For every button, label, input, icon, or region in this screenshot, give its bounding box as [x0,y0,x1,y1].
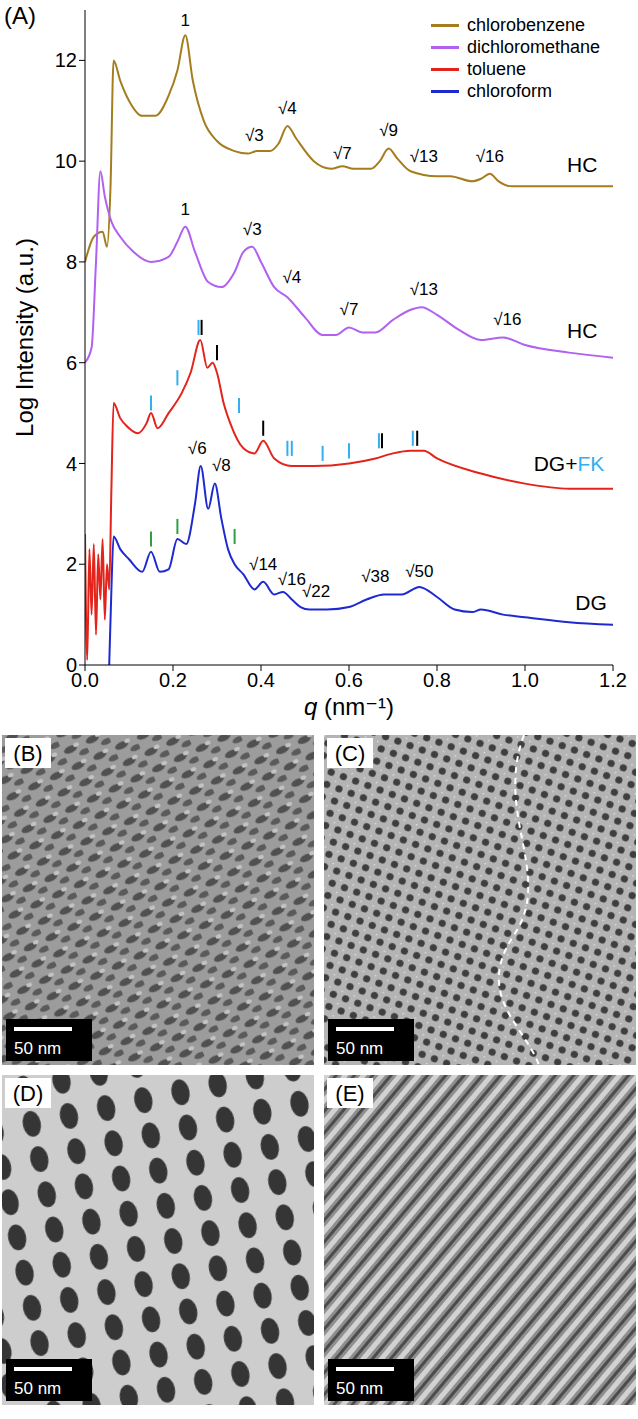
svg-text:√7: √7 [333,144,352,163]
html-text:chloroform: chloroform [466,80,552,101]
svg-text:√38: √38 [361,567,389,586]
svg-text:√50: √50 [405,562,433,581]
svg-text:8: 8 [66,251,77,273]
svg-text:4: 4 [66,453,77,475]
svg-text:DG+FK: DG+FK [534,452,605,475]
svg-text:10: 10 [55,150,77,172]
svg-text:1: 1 [181,11,190,30]
svg-text:√13: √13 [410,147,438,166]
svg-text:50 nm: 50 nm [14,1379,61,1398]
svg-text:1: 1 [181,200,190,219]
svg-text:1.2: 1.2 [599,669,627,691]
svg-text:√6: √6 [188,439,207,458]
svg-text:(C): (C) [335,741,366,766]
svg-text:√16: √16 [277,569,306,589]
svg-text:√4: √4 [278,99,297,118]
svg-text:0.0: 0.0 [71,669,99,692]
svg-text:50 nm: 50 nm [14,1039,61,1058]
html-text:chlorobenzene: chlorobenzene [466,14,585,35]
svg-text:√4: √4 [282,268,301,287]
svg-text:√7: √7 [340,300,359,319]
svg-text:√16: √16 [476,147,504,166]
svg-text:Log Intensity (a.u.): Log Intensity (a.u.) [11,238,38,437]
svg-text:√3: √3 [243,220,262,239]
svg-text:1.0: 1.0 [511,669,539,691]
svg-text:(B): (B) [13,741,42,766]
svg-text:√22: √22 [302,582,330,601]
svg-text:(E): (E) [335,1081,364,1106]
svg-text:√9: √9 [379,121,398,140]
svg-text:0: 0 [66,654,77,676]
svg-text:6: 6 [66,352,77,374]
svg-text:2: 2 [66,553,77,575]
svg-text:50 nm: 50 nm [336,1039,383,1058]
svg-text:HC: HC [567,152,597,175]
svg-text:q (nm⁻¹): q (nm⁻¹) [304,693,394,720]
svg-text:12: 12 [55,49,77,71]
svg-text:0.2: 0.2 [159,669,187,691]
svg-text:√3: √3 [245,126,264,145]
svg-text:0.8: 0.8 [423,669,451,691]
html-text:dichloromethane: dichloromethane [466,36,600,57]
svg-text:DG: DG [575,591,607,614]
svg-text:0.4: 0.4 [247,669,275,691]
svg-text:0.6: 0.6 [335,669,363,691]
svg-text:50 nm: 50 nm [336,1379,383,1398]
svg-text:HC: HC [567,318,597,341]
svg-text:√8: √8 [212,456,231,475]
html-text:(A): (A) [4,2,36,29]
svg-text:√16: √16 [493,310,521,329]
svg-text:(D): (D) [13,1081,44,1106]
svg-text:√14: √14 [249,555,277,574]
svg-text:√13: √13 [410,280,438,299]
html-text:toluene: toluene [466,58,526,79]
